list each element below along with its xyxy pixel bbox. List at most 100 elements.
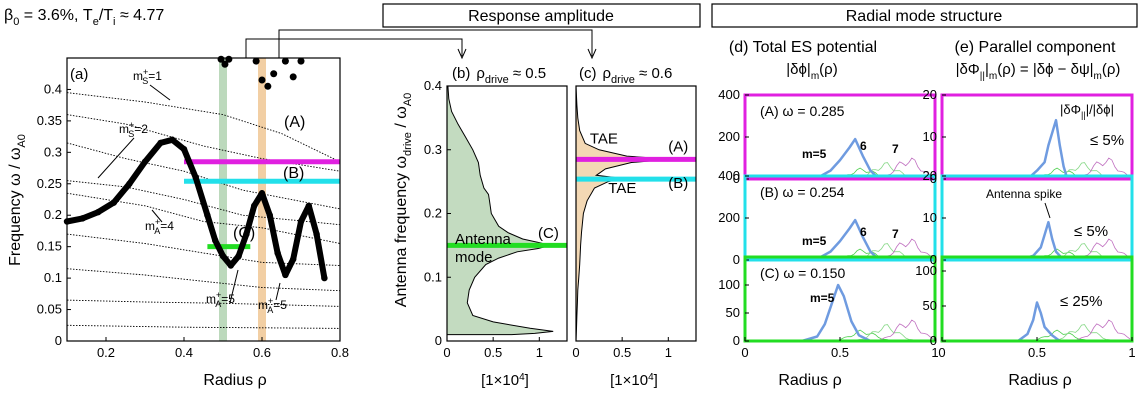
continuum-dot: [313, 230, 320, 238]
panel-e-side-mode: [1008, 319, 1131, 342]
panel-a-xtick-label: 0.4: [175, 345, 193, 360]
panel-c-annotation: TAE: [608, 180, 636, 197]
panel-c-annotation: (A): [668, 139, 688, 156]
panel-a-ytick-label: 0.05: [37, 302, 62, 317]
response-amplitude-box: [382, 3, 701, 28]
continuum-dot: [266, 212, 273, 219]
panel-e-xtick-label: 1: [1128, 345, 1135, 360]
panel-c-xtick-label: 1: [665, 345, 672, 360]
panel-d-ytick-label: 0: [733, 171, 740, 186]
spike-label: Antenna spike: [986, 187, 1062, 201]
panel-a-xtick-label: 0.8: [331, 345, 349, 360]
panel-a-ytick-label: 0.15: [37, 239, 62, 254]
panel-e-ytick-label: 20: [923, 87, 937, 102]
row-A-m6: 6: [860, 139, 867, 153]
panel-b-title: (b) ρdrive ≈ 0.5: [452, 65, 546, 86]
continuum-dot: [251, 202, 258, 209]
row-B-m5: m=5: [802, 234, 827, 248]
continuum-dot: [290, 256, 297, 263]
row-A-note: ≤ 5%: [1090, 132, 1124, 149]
continuum-dot: [274, 249, 281, 257]
panel-a-xlabel: Radius ρ: [203, 372, 266, 389]
panel-b-ytick-label: 0.1: [424, 269, 442, 284]
continuum-dot: [227, 262, 234, 269]
continuum-dot: [95, 208, 102, 216]
panel-d-ytick-label: 100: [718, 277, 740, 292]
continuum-dot: [204, 212, 211, 219]
panel-b-ytick-label: 0.3: [424, 142, 442, 157]
panel-e-ytick-label: 20: [923, 168, 937, 183]
continuum-dot: [219, 252, 227, 260]
panel-a-ytick-label: 0.2: [44, 207, 62, 222]
panel-c-xtick-label: 0: [572, 345, 579, 360]
panel-b-marker-label: (C): [538, 225, 559, 242]
continuum-line: [66, 324, 341, 329]
panel-d-m5-curve: [801, 218, 879, 262]
panel-d-side-mode: [811, 319, 934, 342]
row-C-m5: m=5: [810, 291, 835, 305]
panel-a-frame: [66, 57, 341, 342]
panel-e-ytick-label: 10: [923, 210, 937, 225]
panel-e-row-frame: [940, 255, 1134, 343]
continuum-dot: [141, 158, 149, 165]
label-C: (C): [233, 225, 255, 242]
label-B: (B): [283, 165, 304, 182]
response-amplitude-title: Response amplitude: [468, 8, 614, 25]
continuum-dot: [235, 252, 242, 260]
continuum-dot: [180, 145, 188, 153]
annot-arrows: [97, 84, 281, 304]
panel-d-ytick-label: 200: [718, 129, 740, 144]
antenna-text-2: mode: [455, 249, 493, 266]
top-arc-dot: [258, 76, 266, 84]
annot-ma5-right: m+ A=5: [258, 296, 287, 315]
continuum-dot: [321, 274, 328, 282]
panel-d-xtick-label: 0: [741, 345, 748, 360]
annot-ma4: m+ A=4: [145, 217, 174, 236]
continuum-line: [66, 268, 341, 292]
continuum-dot: [258, 190, 266, 197]
panel-b-xunit: [1×104]: [481, 372, 529, 389]
row-A-label: (A) ω = 0.285: [760, 103, 845, 119]
panel-a-ytick-label: 0: [55, 333, 62, 348]
panel-e-ytick-label: 50: [923, 298, 937, 313]
panel-d-ytick-label: 0: [733, 333, 740, 348]
panel-e-ytick-label: 10: [923, 129, 937, 144]
label-A: (A): [284, 114, 305, 131]
panel-b-ytick-label: 0.4: [424, 78, 442, 93]
panel-e-xtick-label: 0: [938, 345, 945, 360]
continuum-line: [66, 142, 341, 210]
panel-d-xtick-label: 0.5: [831, 345, 849, 360]
spike-arrow: [1044, 202, 1051, 219]
panel-e-ytick-label: 100: [915, 263, 937, 278]
top-arc-dot: [270, 70, 278, 78]
annot-ms1: m+ S=1: [133, 67, 162, 86]
panel-b-xtick-label: 1: [536, 345, 543, 360]
continuum-line: [66, 92, 341, 163]
panel-e-m5-curve: [1026, 118, 1069, 180]
panel-e-ytick-label: 0: [930, 333, 937, 348]
panel-c-frame: [575, 85, 697, 342]
panel-a-xtick-label: 0.2: [97, 345, 115, 360]
panel-b-ytick-label: 0.2: [424, 206, 442, 221]
panel-d-ytick-label: 200: [718, 210, 740, 225]
panel-c-annotation: TAE: [590, 130, 618, 147]
panel-e-header: (e) Parallel component: [955, 39, 1117, 56]
radial-mode-title: Radial mode structure: [846, 8, 1003, 25]
row-C-label: (C) ω = 0.150: [760, 265, 845, 281]
continuum-dot: [126, 180, 133, 187]
panel-d-sub: |δϕ|m(ρ): [786, 61, 837, 82]
row-A-m5: m=5: [802, 147, 827, 161]
panel-c-annotation: (B): [668, 175, 688, 192]
panel-d-m5-curve: [801, 283, 871, 343]
panel-c-xtick-label: 0.5: [613, 345, 631, 360]
panel-c-title: (c) ρdrive ≈ 0.6: [579, 65, 672, 86]
panel-b-response: 0 0.5 1 0 0.1 0.2 0.3 0.4: [424, 78, 568, 360]
continuum-dot: [192, 174, 199, 181]
row-B-label: (B) ω = 0.254: [760, 184, 845, 200]
panel-c-xunit: [1×104]: [610, 372, 658, 389]
top-arc-dot: [264, 82, 272, 90]
panel-d-ytick-label: 50: [726, 305, 740, 320]
panel-e-ytick-label: 0: [930, 171, 937, 186]
